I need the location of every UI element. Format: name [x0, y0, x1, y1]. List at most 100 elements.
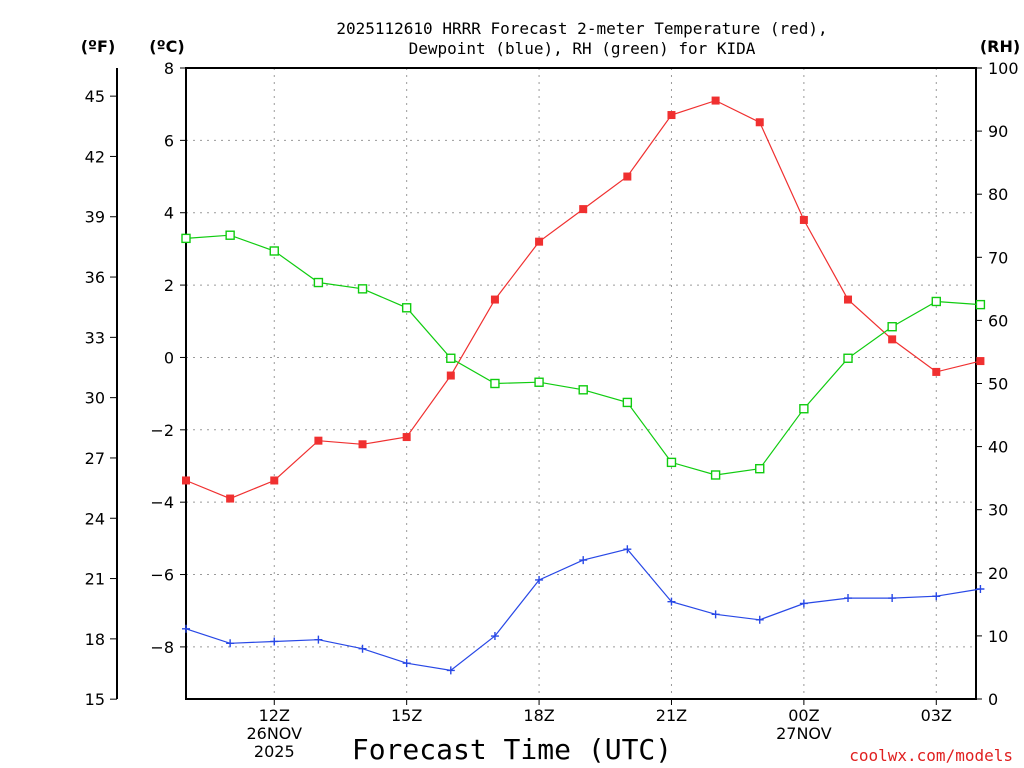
temperature-point: [844, 295, 853, 304]
rh-point: [578, 385, 588, 395]
x-tick-label: 03Z: [921, 706, 952, 725]
rh-point: [490, 378, 500, 389]
rh-point: [181, 233, 191, 244]
dewpoint-point: [270, 637, 279, 646]
rh-point: [269, 246, 279, 256]
temperature-point: [402, 433, 411, 442]
y-celsius-tick-label: 6: [164, 131, 174, 150]
axes-layer: 86420−2−4−6−8454239363330272421181510090…: [85, 59, 1019, 761]
temperature-point: [976, 357, 985, 366]
y-fahrenheit-tick-label: 15: [85, 690, 105, 709]
unit-label-celsius: (ºC): [149, 37, 184, 56]
chart-title-line-2: Dewpoint (blue), RH (green) for KIDA: [409, 39, 756, 58]
x-tick-label: 15Z: [391, 706, 422, 725]
temperature-point: [226, 494, 235, 503]
rh-point: [755, 463, 765, 474]
dewpoint-point: [799, 599, 808, 608]
y-fahrenheit-tick-label: 27: [85, 449, 105, 468]
y-rh-tick-label: 10: [988, 627, 1008, 646]
dewpoint-series-line: [185, 548, 981, 672]
temperature-series-line: [185, 99, 981, 500]
dewpoint-point: [358, 644, 367, 653]
y-rh-tick-label: 100: [988, 59, 1019, 78]
dewpoint-point: [535, 575, 544, 584]
dewpoint-point: [446, 666, 455, 675]
rh-series-line: [185, 234, 981, 476]
temperature-point: [314, 436, 323, 445]
temperature-point: [667, 111, 676, 120]
rh-point: [799, 404, 809, 414]
y-rh-tick-label: 90: [988, 122, 1008, 141]
y-fahrenheit-tick-label: 24: [85, 509, 105, 528]
rh-point: [666, 457, 677, 468]
x-tick-label: 26NOV: [246, 724, 302, 743]
y-celsius-tick-label: −8: [150, 638, 174, 657]
y-rh-tick-label: 70: [988, 248, 1008, 267]
y-celsius-tick-label: −2: [150, 421, 174, 440]
dewpoint-point: [888, 594, 897, 603]
rh-point: [975, 299, 986, 310]
dewpoint-point: [976, 585, 985, 594]
y-celsius-tick-label: −4: [150, 493, 174, 512]
temperature-point: [888, 335, 897, 344]
x-tick-label: 00Z: [788, 706, 819, 725]
y-rh-tick-label: 0: [988, 690, 998, 709]
rh-point: [622, 397, 633, 408]
temperature-point: [579, 205, 588, 214]
chart-title-line-1: 2025112610 HRRR Forecast 2-meter Tempera…: [336, 19, 827, 38]
series-layer: [181, 96, 986, 675]
y-celsius-tick-label: 2: [164, 276, 174, 295]
x-tick-label: 2025: [254, 742, 295, 761]
temperature-point: [270, 476, 279, 485]
unit-label-fahrenheit: (ºF): [81, 37, 116, 56]
rh-point: [710, 470, 721, 480]
dewpoint-point: [755, 615, 764, 624]
dewpoint-point: [667, 597, 676, 606]
y-celsius-tick-label: 8: [164, 59, 174, 78]
rh-point: [313, 277, 324, 288]
y-fahrenheit-tick-label: 45: [85, 87, 105, 106]
y-rh-tick-label: 60: [988, 311, 1008, 330]
y-fahrenheit-tick-label: 21: [85, 570, 105, 589]
grid-lines: [186, 67, 976, 699]
dewpoint-point: [579, 556, 588, 565]
rh-point: [534, 377, 544, 387]
y-celsius-tick-label: −6: [150, 566, 174, 585]
plot-frame: [185, 67, 977, 700]
temperature-point: [182, 476, 190, 485]
rh-point: [357, 284, 368, 294]
x-tick-label: 21Z: [656, 706, 687, 725]
rh-point: [887, 322, 897, 332]
dewpoint-point: [402, 659, 411, 668]
y-rh-tick-label: 50: [988, 375, 1008, 394]
y-rh-tick-label: 20: [988, 564, 1008, 583]
rh-point: [843, 353, 853, 363]
x-tick-label: 12Z: [259, 706, 290, 725]
watermark: coolwx.com/models: [849, 746, 1013, 765]
y-rh-tick-label: 30: [988, 501, 1008, 520]
temperature-point: [799, 215, 808, 224]
x-axis-title: Forecast Time (UTC): [352, 733, 672, 766]
dewpoint-point: [711, 610, 720, 619]
y-fahrenheit-tick-label: 36: [85, 268, 105, 287]
y-celsius-tick-label: 4: [164, 204, 174, 223]
x-tick-label: 27NOV: [776, 724, 832, 743]
rh-point: [401, 303, 412, 313]
dewpoint-point: [226, 639, 235, 648]
dewpoint-point: [932, 592, 941, 601]
temperature-point: [535, 237, 544, 246]
y-rh-tick-label: 80: [988, 185, 1008, 204]
y-fahrenheit-tick-label: 18: [85, 630, 105, 649]
rh-point: [931, 296, 941, 307]
unit-label-rh: (RH): [980, 37, 1020, 56]
temperature-point: [490, 295, 499, 304]
y-celsius-tick-label: 0: [164, 348, 174, 367]
dewpoint-point: [314, 635, 323, 644]
x-tick-label: 18Z: [523, 706, 554, 725]
dewpoint-point: [490, 632, 499, 641]
y-fahrenheit-tick-label: 30: [85, 389, 105, 408]
temperature-point: [711, 96, 720, 105]
y-fahrenheit-tick-label: 42: [85, 147, 105, 166]
temperature-point: [358, 440, 367, 449]
